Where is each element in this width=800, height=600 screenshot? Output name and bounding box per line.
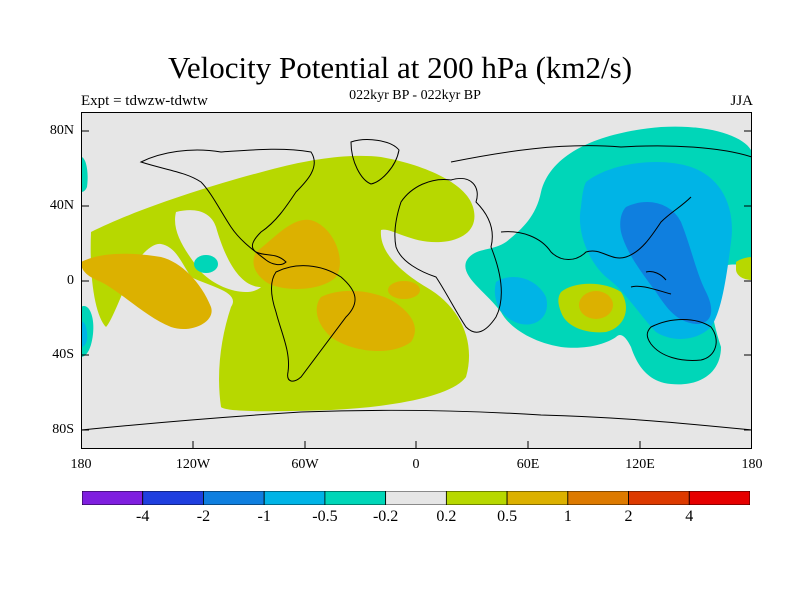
positive-core-indian-ocean: [579, 291, 613, 319]
map-panel: [81, 112, 752, 449]
season-label: JJA: [730, 93, 753, 109]
positive-core-caribbean: [253, 219, 340, 289]
legend-color-box: [263, 491, 326, 505]
legend-label: 1: [563, 508, 572, 525]
legend-label: -0.2: [372, 508, 399, 525]
legend-label: -2: [196, 508, 211, 525]
positive-core-central-pacific: [81, 253, 212, 330]
map-subtitle: 022kyr BP - 022kyr BP: [349, 88, 481, 103]
legend-label: -4: [136, 508, 150, 525]
negative-region-dateline-north: [81, 157, 88, 192]
legend-color-box: [324, 491, 387, 505]
y-tick-label: 40N: [49, 198, 74, 213]
legend-color-box: [628, 491, 690, 505]
positive-core-south-america: [316, 290, 415, 352]
color-legend: [82, 491, 750, 505]
y-tick-label: 80N: [49, 123, 74, 138]
legend-label: -0.5: [312, 508, 338, 525]
legend-color-box: [82, 491, 144, 505]
legend-label: 0.5: [497, 508, 518, 525]
x-tick-label: 180: [741, 457, 763, 472]
legend-label: 4: [685, 508, 694, 525]
map-title: Velocity Potential at 200 hPa (km2/s): [167, 50, 633, 85]
legend-color-box: [567, 491, 629, 505]
x-tick-label: 120E: [625, 457, 655, 472]
x-tick-label: 120W: [175, 457, 211, 472]
positive-core-south-atlantic: [388, 281, 420, 299]
x-tick-label: 0: [412, 457, 420, 472]
negative-peak-maritime-continent: [620, 202, 712, 324]
experiment-label: Expt = tdwzw-tdwtw: [81, 93, 208, 109]
legend-label: 0.2: [436, 508, 457, 525]
legend-color-box: [203, 491, 265, 505]
y-tick-label: 80S: [52, 422, 74, 437]
x-tick-label: 180: [70, 457, 92, 472]
coastlines: [81, 139, 752, 431]
legend-color-box: [142, 491, 204, 505]
x-tick-marks: [192, 441, 641, 449]
positive-region-central-pacific-east: [736, 257, 752, 280]
legend-color-box: [506, 491, 569, 505]
x-tick-label: 60W: [291, 457, 319, 472]
legend-color-box: [688, 491, 750, 505]
negative-blob-east-pacific: [194, 255, 218, 273]
negative-core-arabian-sea: [494, 277, 547, 325]
velocity-potential-map: [81, 112, 752, 449]
x-tick-label: 60E: [516, 457, 540, 472]
y-tick-label: 40S: [52, 347, 74, 362]
y-tick-label: 0: [67, 273, 74, 288]
legend-color-box: [385, 491, 447, 505]
neutral-region-pacific: [175, 210, 261, 292]
legend-label: 2: [624, 508, 633, 525]
negative-core-dateline-south: [81, 321, 88, 347]
y-tick-marks: [81, 130, 752, 431]
legend-label: -1: [257, 508, 271, 525]
legend-color-box: [445, 491, 508, 505]
